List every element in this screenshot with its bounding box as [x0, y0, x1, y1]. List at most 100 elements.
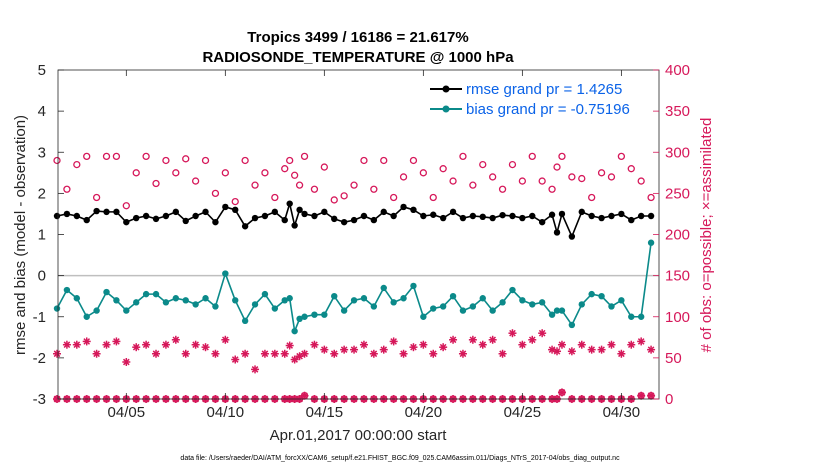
bias-point [241, 317, 249, 325]
rmse-point [113, 208, 120, 216]
y-right-tick-label: 200 [665, 227, 690, 244]
bias-point [192, 301, 199, 308]
assimilated-point-stroke [637, 338, 645, 345]
assimilated-point-stroke [221, 336, 229, 344]
assimilated-point [389, 337, 398, 346]
assimilated-point-stroke [291, 356, 298, 363]
rmse-point [519, 214, 526, 222]
bias-point [449, 292, 457, 300]
possible-point [429, 193, 437, 202]
bias-point [291, 327, 298, 335]
bias-point [152, 290, 160, 298]
y-tick-label: -2 [33, 350, 46, 367]
rmse-point [558, 210, 566, 218]
assimilated-point [330, 349, 339, 358]
assimilated-point-stroke [212, 350, 219, 358]
bias-point [598, 292, 605, 300]
assimilated-point-stroke [63, 341, 71, 349]
assimilated-point-stroke [370, 350, 378, 358]
bias-point [182, 297, 189, 304]
assimilated-point-stroke [142, 341, 150, 349]
assimilated-point-stroke [499, 350, 506, 358]
bias-point [73, 295, 81, 302]
assimilated-point-stroke [83, 338, 91, 345]
rmse-point [63, 210, 71, 218]
assimilated-point-stroke [618, 350, 625, 358]
rmse-point [370, 216, 378, 224]
bias-point [568, 321, 576, 329]
bias-point [93, 307, 100, 314]
x-tick-label: 04/25 [504, 404, 542, 421]
bias-point [519, 297, 526, 304]
assimilated-point [359, 340, 368, 349]
assimilated-point-stroke [548, 346, 556, 353]
rmse-point [598, 214, 605, 222]
assimilated-point [478, 340, 487, 349]
bias-point [261, 290, 269, 298]
ticks: 04/05 04/10 04/15 04/20 04/25 04/30 -3 -2 -1 0 1 2 3… [33, 62, 690, 421]
rmse-point [430, 211, 437, 218]
bias-point [400, 295, 407, 302]
possible-point [637, 177, 645, 185]
assimilated-point-stroke [53, 395, 61, 403]
rmse-point [321, 208, 328, 216]
assimilated-point-stroke [360, 341, 368, 349]
possible-point [558, 152, 566, 161]
possible-point [172, 169, 180, 177]
rmse-point [93, 207, 100, 215]
assimilated-point-stroke [429, 350, 437, 358]
bias-point [251, 301, 259, 308]
rmse-point [152, 215, 160, 223]
assimilated-point [617, 349, 626, 358]
bias-point [380, 284, 387, 292]
possible-point [627, 165, 635, 173]
bias-point [162, 299, 170, 306]
assimilated-point [251, 365, 260, 374]
x-axis-label: Apr.01,2017 00:00:00 start [270, 427, 448, 444]
assimilated-point [538, 329, 547, 338]
rmse-point [439, 214, 447, 222]
assimilated-point [92, 349, 101, 358]
assimilated-point [557, 340, 566, 349]
possible-point [330, 196, 338, 204]
rmse-point [83, 216, 90, 224]
assimilated-point-stroke [459, 350, 467, 358]
assimilated-point [409, 343, 418, 352]
bias-point [538, 299, 546, 306]
bias-point [548, 311, 556, 318]
assimilated-point [221, 335, 230, 344]
rmse-point [628, 216, 635, 224]
possible-point [489, 173, 497, 181]
bias-point [63, 286, 71, 294]
assimilated-point [260, 349, 269, 358]
rmse-point [410, 206, 417, 214]
assimilated-point-stroke [231, 356, 239, 363]
assimilated-point-stroke [162, 341, 170, 349]
rmse-point [202, 208, 209, 216]
y-right-tick-label: 150 [665, 268, 690, 285]
possible-point [370, 185, 378, 193]
assimilated-point-stroke [73, 341, 81, 349]
rmse-point [133, 214, 140, 222]
bias-point [553, 307, 561, 314]
possible-point [617, 152, 626, 161]
possible-point [459, 152, 467, 161]
assimilated-point-stroke [400, 350, 407, 358]
assimilated-point [369, 349, 378, 358]
bias-point [529, 301, 536, 308]
x-tick-label: 04/10 [207, 404, 245, 421]
possible-point [152, 179, 160, 188]
rmse-point [182, 217, 189, 225]
possible-point [251, 181, 259, 189]
bias-point [212, 303, 219, 310]
bias-point [430, 305, 437, 312]
rmse-point [123, 218, 130, 226]
possible-point [132, 169, 140, 177]
assimilated-point [152, 349, 161, 358]
possible-point [528, 152, 536, 161]
rmse-point [331, 215, 338, 223]
rmse-point [360, 212, 368, 220]
assimilated-point-stroke [558, 341, 566, 349]
assimilated-point [122, 357, 131, 366]
